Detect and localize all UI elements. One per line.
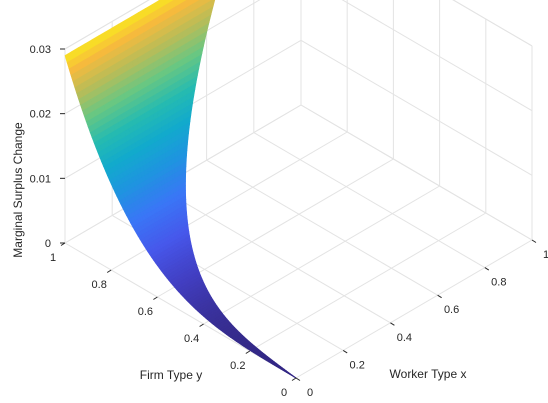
x-tick-label: 0.8 bbox=[491, 277, 506, 289]
y-tick-mark bbox=[291, 377, 297, 381]
x-tick-label: 0.2 bbox=[350, 359, 365, 371]
x-tick-label: 1 bbox=[543, 249, 548, 261]
x-tick-label: 0.4 bbox=[397, 332, 412, 344]
z-tick-label: 0.02 bbox=[30, 109, 51, 121]
surface-patch bbox=[209, 0, 212, 2]
grid-line bbox=[295, 239, 533, 379]
x-tick-mark bbox=[437, 294, 442, 299]
surface-patch bbox=[157, 0, 166, 10]
z-tick-label: 0 bbox=[45, 238, 51, 250]
y-tick-label: 0.2 bbox=[230, 360, 245, 372]
x-tick-label: 0 bbox=[307, 387, 313, 399]
grid-line bbox=[64, 0, 150, 50]
grid-line bbox=[206, 159, 438, 296]
surface-patch bbox=[170, 0, 174, 2]
surface bbox=[64, 0, 297, 379]
x-tick-mark bbox=[484, 267, 490, 271]
surface-patch bbox=[206, 0, 216, 10]
grid-line bbox=[159, 187, 391, 324]
grid-line bbox=[253, 132, 486, 269]
x-tick-mark bbox=[295, 377, 301, 381]
surface-patch bbox=[203, 0, 211, 6]
y-tick-mark bbox=[153, 296, 158, 300]
y-tick-label: 0 bbox=[281, 387, 287, 399]
box-edge bbox=[452, 0, 533, 47]
y-tick-mark bbox=[106, 269, 112, 273]
grid-line bbox=[341, 0, 533, 112]
y-tick-label: 0.8 bbox=[92, 279, 107, 291]
surface-patch bbox=[175, 0, 184, 7]
z-axis-label: Marginal Surplus Change bbox=[11, 122, 25, 258]
surface-patch bbox=[182, 0, 187, 3]
x-tick-mark bbox=[390, 322, 395, 326]
grid-line bbox=[452, 0, 533, 47]
grid-line bbox=[203, 185, 440, 325]
y-tick-label: 0.6 bbox=[138, 306, 153, 318]
z-tick-label: 0.01 bbox=[30, 173, 51, 185]
y-tick-label: 0.4 bbox=[184, 333, 199, 345]
surface-patch bbox=[197, 0, 205, 9]
x-axis-label: Worker Type x bbox=[390, 367, 467, 381]
surface-patch bbox=[169, 0, 178, 10]
surface-patch bbox=[180, 0, 189, 11]
grid-line bbox=[249, 212, 487, 352]
z-tick-label: 0.03 bbox=[30, 44, 51, 56]
y-tick-mark bbox=[199, 323, 204, 327]
y-tick-label: 1 bbox=[50, 252, 56, 264]
grid-line bbox=[300, 104, 533, 241]
y-axis-label: Firm Type y bbox=[140, 368, 202, 382]
surface-patch bbox=[163, 0, 172, 6]
x-tick-mark bbox=[531, 239, 537, 243]
grid-line bbox=[300, 39, 533, 176]
surface-patch bbox=[186, 0, 195, 8]
y-tick-mark bbox=[245, 350, 251, 354]
x-tick-label: 0.6 bbox=[444, 304, 459, 316]
x-tick-mark bbox=[342, 349, 348, 354]
surface-patch bbox=[192, 0, 200, 4]
surface-patch bbox=[191, 0, 200, 12]
axis-ticks: 0 0.2 0.4 0.6 0.8 1 0 0.2 0.4 0.6 0.8 1 0 0.01 0.02 0.0… bbox=[30, 44, 548, 399]
